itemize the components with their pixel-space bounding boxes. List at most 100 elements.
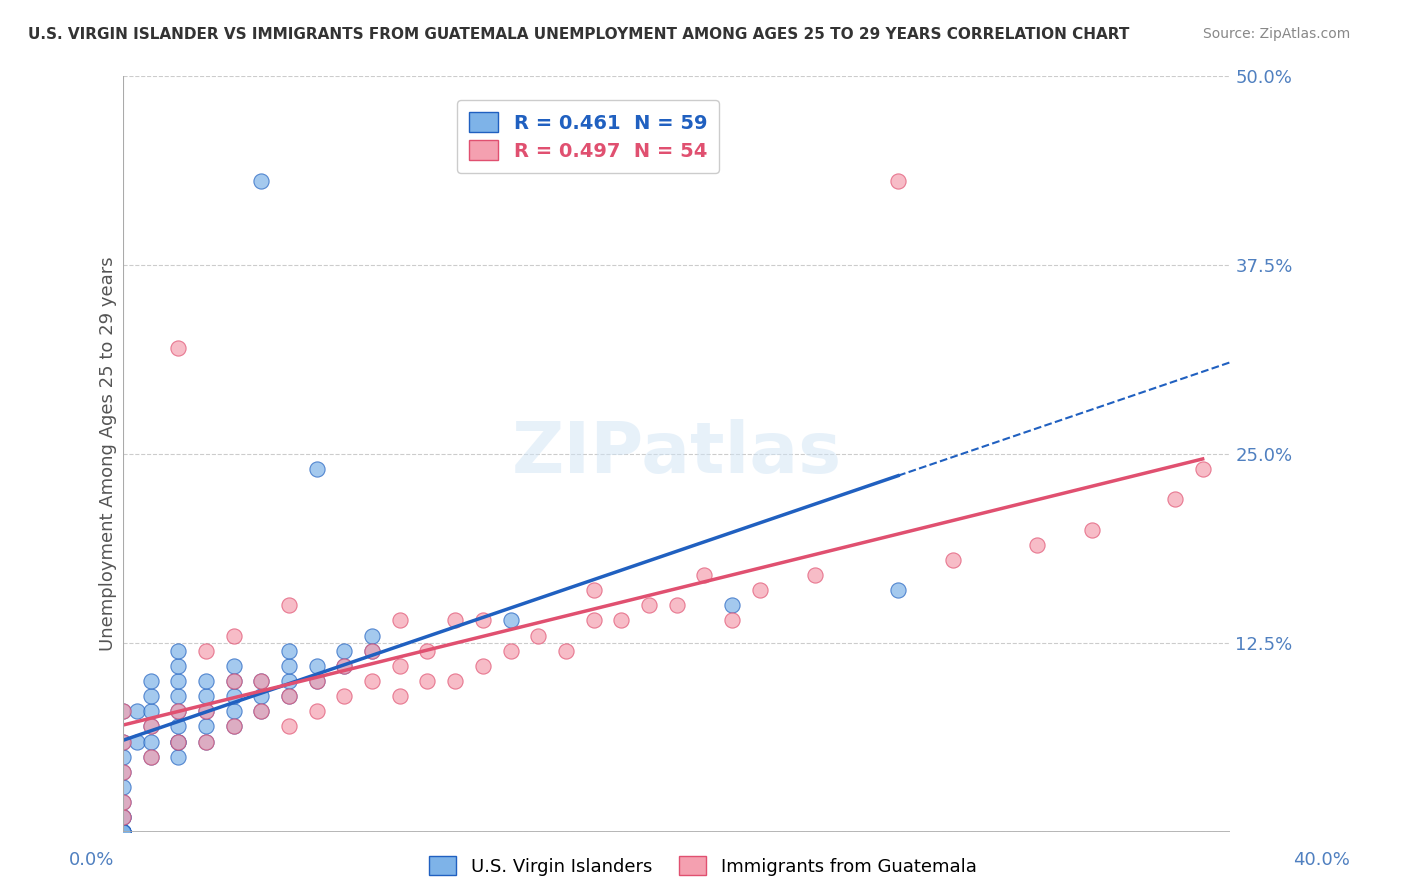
Point (167, 704, 190, 718)
Point (139, 734, 162, 748)
Point (305, 704, 328, 718)
Point (111, 749, 134, 764)
Point (111, 795, 134, 809)
Text: 0.0%: 0.0% (69, 851, 114, 869)
Point (139, 704, 162, 718)
Point (167, 644, 190, 658)
Point (194, 704, 217, 718)
Point (721, 614, 744, 628)
Point (499, 614, 522, 628)
Point (167, 673, 190, 688)
Point (194, 734, 217, 748)
Text: 40.0%: 40.0% (1294, 851, 1350, 869)
Point (278, 659, 301, 673)
Point (1025, 538, 1047, 552)
Point (748, 583, 770, 598)
Point (444, 614, 467, 628)
Point (222, 673, 245, 688)
Point (305, 462, 328, 476)
Point (125, 704, 148, 718)
Point (305, 659, 328, 673)
Point (333, 689, 356, 703)
Point (444, 673, 467, 688)
Point (610, 614, 633, 628)
Point (139, 749, 162, 764)
Point (111, 795, 134, 809)
Point (278, 644, 301, 658)
Point (250, 689, 273, 703)
Legend: R = 0.461  N = 59, R = 0.497  N = 54: R = 0.461 N = 59, R = 0.497 N = 54 (457, 101, 718, 172)
Point (333, 659, 356, 673)
Point (305, 673, 328, 688)
Point (388, 614, 411, 628)
Point (887, 583, 910, 598)
Point (111, 825, 134, 839)
Point (111, 734, 134, 748)
Point (721, 599, 744, 613)
Legend: U.S. Virgin Islanders, Immigrants from Guatemala: U.S. Virgin Islanders, Immigrants from G… (422, 849, 984, 883)
Point (167, 734, 190, 748)
Point (582, 583, 605, 598)
Point (1164, 492, 1187, 507)
Point (582, 614, 605, 628)
Point (139, 719, 162, 733)
Point (250, 704, 273, 718)
Point (554, 644, 576, 658)
Point (305, 673, 328, 688)
Point (111, 704, 134, 718)
Point (278, 689, 301, 703)
Point (111, 780, 134, 794)
Point (139, 749, 162, 764)
Point (638, 599, 661, 613)
Point (333, 644, 356, 658)
Point (167, 719, 190, 733)
Point (222, 673, 245, 688)
Point (278, 599, 301, 613)
Point (1191, 462, 1213, 476)
Point (111, 734, 134, 748)
Point (388, 659, 411, 673)
Point (222, 719, 245, 733)
Point (278, 719, 301, 733)
Point (222, 689, 245, 703)
Point (361, 673, 384, 688)
Point (194, 704, 217, 718)
Point (693, 568, 716, 582)
Point (222, 659, 245, 673)
Point (527, 629, 550, 643)
Point (665, 599, 688, 613)
Point (278, 673, 301, 688)
Point (111, 810, 134, 824)
Y-axis label: Unemployment Among Ages 25 to 29 years: Unemployment Among Ages 25 to 29 years (100, 257, 117, 651)
Text: U.S. VIRGIN ISLANDER VS IMMIGRANTS FROM GUATEMALA UNEMPLOYMENT AMONG AGES 25 TO : U.S. VIRGIN ISLANDER VS IMMIGRANTS FROM … (28, 27, 1129, 42)
Point (361, 629, 384, 643)
Point (111, 810, 134, 824)
Point (1081, 523, 1104, 537)
Point (416, 644, 439, 658)
Point (804, 568, 827, 582)
Point (167, 704, 190, 718)
Point (333, 659, 356, 673)
Point (361, 644, 384, 658)
Point (125, 734, 148, 748)
Point (194, 734, 217, 748)
Point (388, 689, 411, 703)
Point (194, 673, 217, 688)
Point (167, 749, 190, 764)
Point (222, 719, 245, 733)
Point (278, 689, 301, 703)
Point (111, 810, 134, 824)
Text: ZIPatlas: ZIPatlas (512, 419, 842, 489)
Point (139, 719, 162, 733)
Point (194, 719, 217, 733)
Point (111, 704, 134, 718)
Point (111, 764, 134, 779)
Point (250, 704, 273, 718)
Text: Source: ZipAtlas.com: Source: ZipAtlas.com (1202, 27, 1350, 41)
Point (222, 704, 245, 718)
Point (222, 629, 245, 643)
Point (471, 614, 494, 628)
Point (942, 553, 965, 567)
Point (111, 825, 134, 839)
Point (416, 673, 439, 688)
